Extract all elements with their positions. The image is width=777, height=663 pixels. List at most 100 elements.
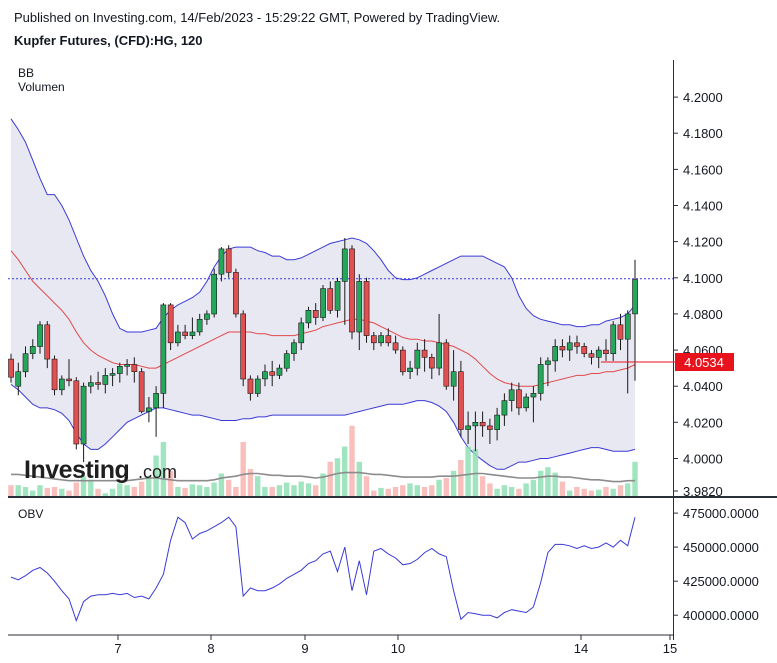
candle — [508, 382, 515, 412]
volume-bar — [305, 483, 312, 496]
volume-bar — [204, 487, 210, 496]
volume-bar — [559, 481, 566, 496]
obv-tick-label: 450000.0000 — [683, 540, 759, 555]
volume-bar — [291, 485, 297, 496]
volume-bar — [625, 483, 631, 496]
candle-body — [283, 353, 290, 369]
volume-bar — [59, 488, 65, 496]
candle — [479, 411, 486, 437]
volume-bar — [22, 487, 29, 496]
candle — [269, 360, 276, 387]
candle-body — [276, 367, 283, 376]
time-tick-label: 7 — [114, 641, 121, 656]
volume-bar — [175, 487, 181, 496]
candle-body — [211, 273, 218, 315]
candle-body — [508, 389, 515, 401]
volume-bar — [610, 488, 616, 496]
candle — [95, 371, 101, 390]
volume-bar — [385, 488, 391, 496]
volume-bar — [88, 479, 94, 496]
volume-bar — [407, 483, 413, 496]
candle — [131, 357, 138, 383]
candle-body — [363, 281, 370, 336]
candle-body — [196, 318, 203, 333]
candle-body — [305, 309, 312, 324]
price-axis-ticks: 4.2000 4.1800 4.1600 4.1400 4.1200 4.1000 4.08… — [673, 90, 723, 499]
volume-bar — [538, 470, 544, 496]
candle — [66, 359, 72, 387]
candle-body — [610, 324, 617, 354]
candle — [559, 339, 566, 358]
candle-body — [291, 342, 297, 354]
candle-body — [73, 380, 80, 445]
price-tick-label: 4.1800 — [683, 126, 723, 141]
candle-body — [617, 324, 624, 340]
volume-bar — [494, 488, 500, 496]
volume-bar — [479, 476, 486, 496]
candle — [399, 346, 406, 376]
candle-body — [428, 356, 435, 369]
candle-body — [182, 331, 189, 336]
volume-bar — [392, 487, 399, 496]
candle-body — [58, 378, 65, 391]
volume-bar — [501, 485, 508, 496]
candle — [160, 303, 167, 408]
price-tick: 4.0800 — [673, 307, 723, 322]
candle-body — [595, 349, 602, 358]
volume-bar — [545, 467, 551, 496]
candle-body — [545, 360, 551, 365]
candle-body — [334, 281, 341, 311]
candle — [595, 346, 602, 369]
candle — [552, 339, 558, 372]
volume-bar — [182, 487, 188, 496]
candle — [298, 317, 305, 351]
volume-bar — [146, 476, 152, 496]
time-tick-label: 10 — [391, 641, 405, 656]
candle — [392, 335, 399, 354]
price-tick-label: 4.0000 — [683, 452, 723, 467]
volume-bar — [320, 473, 326, 496]
candle — [8, 353, 14, 383]
candle — [486, 418, 493, 444]
candle-body — [501, 400, 508, 416]
candle — [472, 411, 479, 452]
candle — [516, 382, 522, 416]
candle-body — [102, 375, 109, 385]
candle-body — [262, 371, 268, 380]
published-header: Published on Investing.com, 14/Feb/2023 … — [14, 10, 501, 25]
candle — [240, 310, 247, 387]
price-tick: 4.2000 — [673, 90, 723, 105]
candle-body — [51, 358, 58, 391]
candle — [327, 281, 334, 314]
candle-body — [552, 346, 558, 362]
candle — [545, 357, 551, 387]
time-tick: 14 — [574, 635, 588, 656]
volume-bar — [552, 472, 558, 496]
current-price-marker: 4.0534 — [601, 353, 734, 371]
chart-title: Kupfer Futures, (CFD):HG, 120 — [14, 33, 203, 48]
volume-bar — [342, 446, 348, 496]
candle — [37, 321, 43, 354]
volume-bar — [327, 461, 333, 496]
candle-body — [407, 367, 413, 373]
candle — [182, 324, 189, 340]
volume-bar — [284, 482, 290, 496]
candle-body — [320, 288, 326, 318]
price-tick-label: 3.9820 — [683, 484, 723, 499]
obv-tick: 400000.0000 — [673, 608, 759, 623]
price-tick-label: 4.2000 — [683, 90, 723, 105]
candle-body — [218, 248, 225, 275]
candle-body — [414, 349, 421, 369]
volume-bar — [349, 425, 355, 496]
candle-body — [349, 248, 355, 333]
candle — [617, 313, 624, 351]
candle-body — [370, 335, 377, 344]
candle-body — [269, 371, 276, 376]
candle — [51, 355, 58, 396]
volume-bar — [167, 470, 174, 496]
candle — [15, 362, 22, 396]
candle-body — [574, 342, 580, 347]
candle — [254, 375, 261, 397]
candle — [44, 321, 51, 369]
candle-body — [465, 425, 472, 430]
